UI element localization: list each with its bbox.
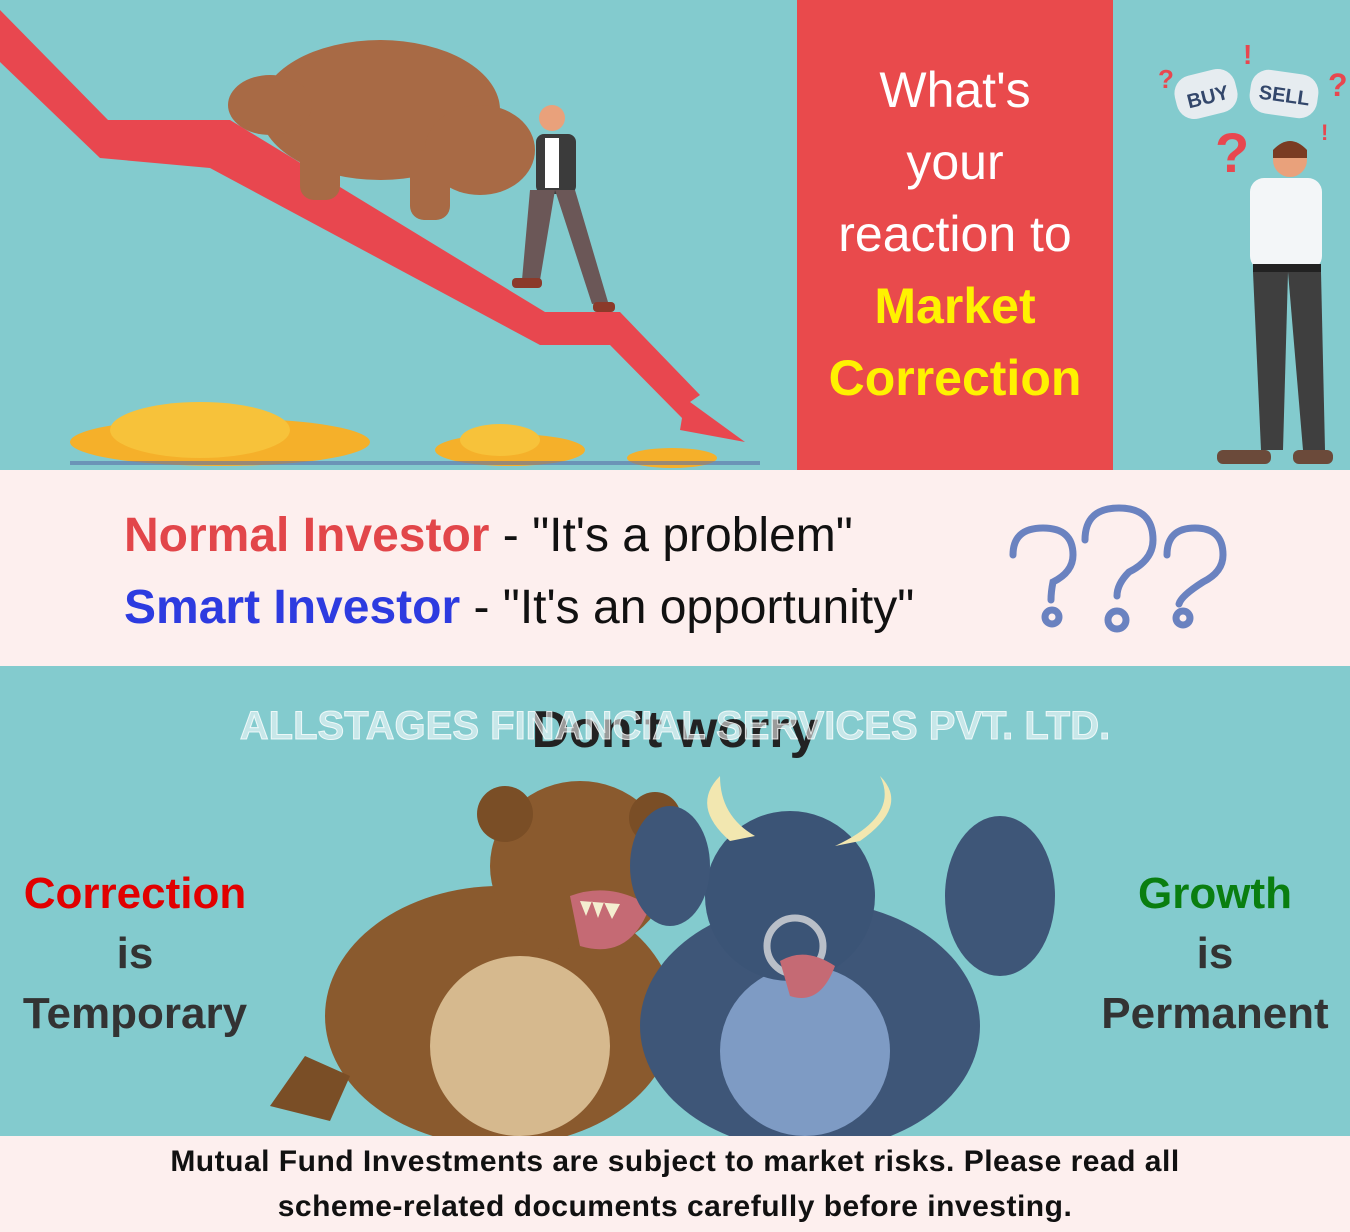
svg-text:?: ? bbox=[1158, 64, 1174, 94]
bear-vs-bull-illustration bbox=[270, 776, 1055, 1136]
question-line-2: your bbox=[906, 134, 1004, 190]
growth-is-word: is bbox=[1196, 929, 1234, 978]
question-marks-icon bbox=[1009, 504, 1227, 633]
confused-investor-illustration: ? ! ? ! ? BUY SELL bbox=[1158, 39, 1348, 464]
growth-word: Growth bbox=[1138, 869, 1292, 918]
growth-message: Growth is Permanent bbox=[1090, 864, 1340, 1044]
investor-comparison-band bbox=[0, 470, 1350, 666]
company-watermark: ALLSTAGES FINANCIAL SERVICES PVT. LTD. bbox=[239, 704, 1111, 749]
highlight-line-market: Market bbox=[874, 278, 1036, 334]
svg-text:?: ? bbox=[1328, 67, 1348, 103]
normal-investor-row: Normal Investor - "It's a problem" bbox=[124, 508, 853, 563]
disclaimer-line-1: Mutual Fund Investments are subject to m… bbox=[170, 1145, 1180, 1178]
smart-investor-row: Smart Investor - "It's an opportunity" bbox=[124, 580, 914, 635]
temporary-word: Temporary bbox=[22, 989, 248, 1038]
disclaimer-footer: Mutual Fund Investments are subject to m… bbox=[0, 1136, 1350, 1232]
bull-bear-section bbox=[0, 666, 1350, 1136]
question-panel: What's your reaction to Market Correctio… bbox=[797, 0, 1113, 470]
correction-word: Correction bbox=[23, 869, 247, 918]
normal-investor-quote: - "It's a problem" bbox=[489, 509, 853, 562]
smart-investor-label: Smart Investor bbox=[124, 581, 461, 634]
bull-warrior-figure bbox=[630, 776, 1055, 1136]
market-decline-arrow-illustration bbox=[0, 10, 760, 468]
svg-text:!: ! bbox=[1321, 120, 1328, 145]
svg-text:?: ? bbox=[1215, 121, 1249, 184]
bear-figure bbox=[228, 40, 535, 220]
question-line-3: reaction to bbox=[838, 206, 1072, 262]
highlight-line-correction: Correction bbox=[828, 350, 1082, 406]
correction-is-word: is bbox=[116, 929, 154, 978]
disclaimer-line-2: scheme-related documents carefully befor… bbox=[277, 1190, 1073, 1223]
question-line-1: What's bbox=[879, 62, 1031, 118]
normal-investor-label: Normal Investor bbox=[124, 509, 490, 562]
man-pushing-figure bbox=[512, 105, 615, 312]
bear-warrior-figure bbox=[270, 781, 681, 1136]
correction-message: Correction is Temporary bbox=[10, 864, 260, 1044]
smart-investor-quote: - "It's an opportunity" bbox=[460, 581, 915, 634]
hero-section: What's your reaction to Market Correctio… bbox=[0, 0, 1350, 470]
permanent-word: Permanent bbox=[1101, 989, 1329, 1038]
dont-worry-heading: Don't worry bbox=[531, 701, 819, 759]
svg-text:!: ! bbox=[1243, 39, 1252, 70]
